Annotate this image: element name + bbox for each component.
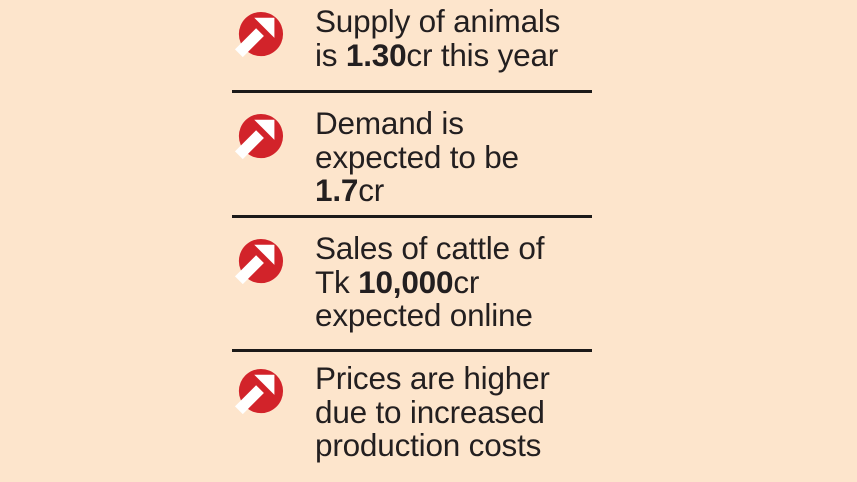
arrow-up-right-circle-icon xyxy=(234,11,284,59)
text-segment: is xyxy=(315,36,346,73)
divider-line xyxy=(232,349,592,352)
list-item: Demand is expected to be 1.7cr xyxy=(232,105,519,208)
highlight-number: 1.7 xyxy=(315,172,359,208)
list-item: Prices are higher due to increased product… xyxy=(232,360,550,463)
list-item-line: Prices are higher xyxy=(315,360,550,396)
list-item-text: Prices are higher due to increased product… xyxy=(315,360,550,463)
list-item: Sales of cattle of Tk 10,000cr expected on… xyxy=(232,230,545,333)
divider-line xyxy=(232,215,592,218)
text-segment: Supply of animals xyxy=(315,3,561,39)
divider-line xyxy=(232,90,592,93)
list-item-text: Demand is expected to be 1.7cr xyxy=(315,105,519,208)
list-item-line: is 1.30cr this year xyxy=(315,36,560,73)
list-item-text: Supply of animals is 1.30cr this year xyxy=(315,3,561,73)
text-segment: cr xyxy=(453,263,480,300)
arrow-up-right-circle-icon xyxy=(234,113,284,161)
text-segment: Sales of cattle of xyxy=(315,230,545,266)
text-segment: cr this year xyxy=(406,36,559,73)
list-item: Supply of animals is 1.30cr this year xyxy=(232,3,561,73)
text-segment: cr xyxy=(358,172,385,208)
arrow-up-right-circle-icon xyxy=(234,368,284,416)
list-item-line: Supply of animals xyxy=(315,3,561,39)
list-item-line: 1.7cr xyxy=(315,172,519,208)
text-segment: due to increased xyxy=(315,393,545,430)
text-segment: Demand is xyxy=(315,105,464,141)
list-item-line: Sales of cattle of xyxy=(315,230,545,266)
text-segment: production costs xyxy=(315,427,542,463)
list-item-line: expected online xyxy=(315,297,544,333)
highlight-number: 1.30 xyxy=(345,36,407,73)
list-item-line: production costs xyxy=(315,427,550,463)
list-item-line: Tk 10,000cr xyxy=(315,263,544,300)
arrow-up-right-circle-icon xyxy=(234,238,284,286)
text-segment: expected to be xyxy=(315,138,519,175)
list-item-line: Demand is xyxy=(315,105,519,141)
text-segment: expected online xyxy=(315,297,533,333)
key-points-list: Supply of animals is 1.30cr this year Dem… xyxy=(232,0,592,482)
text-segment: Tk xyxy=(315,263,359,300)
list-item-text: Sales of cattle of Tk 10,000cr expected on… xyxy=(315,230,545,333)
highlight-number: 10,000 xyxy=(358,263,454,300)
text-segment: Prices are higher xyxy=(315,360,550,396)
list-item-line: expected to be xyxy=(315,138,519,175)
list-item-line: due to increased xyxy=(315,393,550,430)
